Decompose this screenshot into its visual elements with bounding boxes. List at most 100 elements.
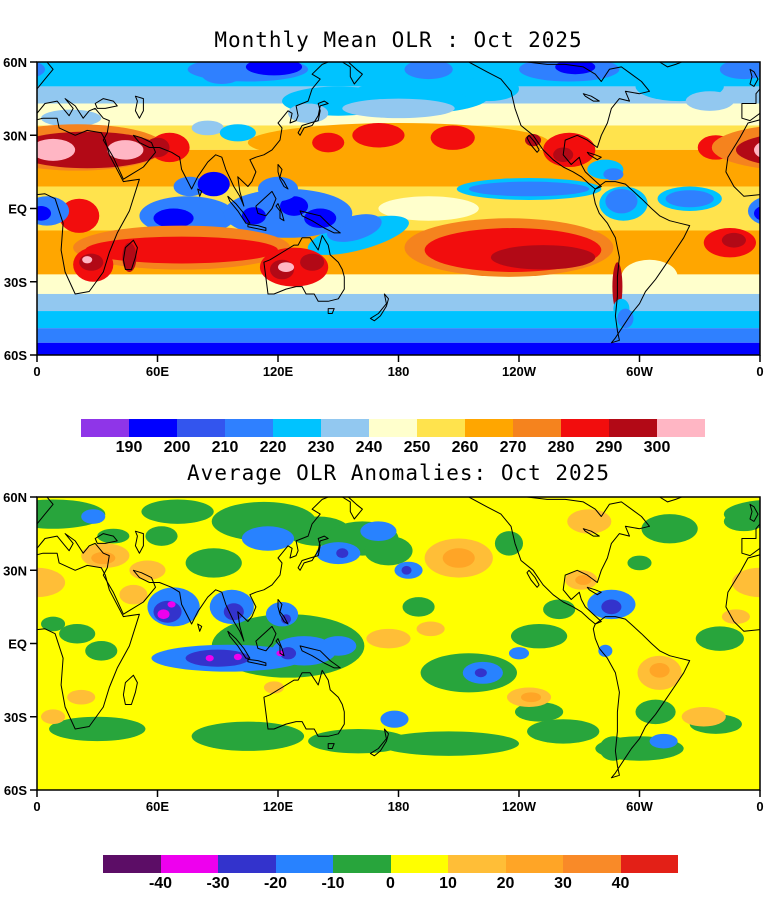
- anomaly-colorbar: -40 -30 -20 -10 0 10 20 30 40: [103, 855, 678, 895]
- coastline-sumatra: [227, 195, 251, 224]
- contour-blob: [404, 62, 453, 80]
- latitude-band: [37, 342, 760, 355]
- contour-blob: [41, 616, 66, 632]
- coastline-australia: [263, 669, 345, 737]
- colorbar-tick-label: -30: [206, 875, 230, 892]
- coastline-philippines: [277, 599, 289, 625]
- coastline-africa: [37, 552, 140, 730]
- contour-blob: [621, 259, 678, 294]
- coastline-greenland: [659, 497, 683, 503]
- contour-blob: [0, 228, 33, 257]
- coastline-tasmania: [327, 743, 335, 749]
- colorbar-tick-label: 230: [307, 439, 335, 456]
- colorbar-segment-11: [609, 419, 657, 437]
- monthly-mean-olr-map: 60N 30N EQ 30S 60S 0 60E 120E 180 120W 60W 0: [0, 55, 778, 376]
- lat-tick-label: 60N: [3, 490, 27, 505]
- contour-blob: [599, 736, 628, 761]
- lon-tick-label: 180: [388, 364, 410, 376]
- lon-tick-label: 0: [33, 364, 40, 376]
- coastline-japan: [297, 100, 329, 136]
- contour-blob: [288, 103, 329, 124]
- colorbar-tick-label: 300: [643, 439, 671, 456]
- coastline-cuba: [586, 151, 602, 161]
- coastline-uk: [749, 503, 759, 522]
- colorbar-segment-1: [129, 419, 177, 437]
- lat-tick-label: 30S: [4, 710, 27, 725]
- colorbar-segment-4: [273, 419, 321, 437]
- contour-blob: [197, 171, 230, 197]
- coastline-java: [247, 658, 267, 666]
- contour-blob: [764, 709, 778, 724]
- lon-tick-label: 120W: [502, 799, 537, 811]
- contour-blob: [191, 721, 305, 751]
- colorbar-tick-label: 220: [259, 439, 287, 456]
- colorbar-segment-8: [465, 419, 513, 437]
- lat-tick-label: EQ: [8, 637, 27, 652]
- coastline-southamerica: [592, 616, 691, 779]
- coastline-uk: [27, 69, 35, 86]
- contour-blob: [85, 641, 118, 661]
- colorbar-segment-7: [417, 419, 465, 437]
- contour-blob: [79, 253, 104, 271]
- contour-blob: [695, 626, 744, 651]
- coastline-southamerica: [592, 181, 691, 344]
- coastline-eurasia: [37, 497, 329, 642]
- contour-blob: [129, 560, 166, 581]
- lat-tick-label: 30S: [4, 275, 27, 290]
- colorbar-segment-6: [369, 419, 417, 437]
- coastline-blacksea: [94, 533, 118, 544]
- contour-blob: [378, 731, 519, 756]
- lat-tick-label: EQ: [8, 202, 27, 217]
- contour-blob: [67, 689, 96, 705]
- colorbar-tick-row: -40 -30 -20 -10 0 10 20 30 40: [103, 873, 678, 893]
- coastline-borneo: [255, 625, 277, 652]
- contour-blob: [764, 617, 778, 632]
- contour-blob: [719, 62, 760, 80]
- contour-blob: [352, 123, 405, 148]
- lon-tick-label: 60E: [146, 799, 169, 811]
- coastline-eurasia: [37, 62, 329, 207]
- colorbar-tick-label: 10: [439, 875, 457, 892]
- contour-blob: [685, 91, 734, 111]
- contour-blob: [59, 623, 96, 644]
- contour-blob: [378, 196, 479, 221]
- contour-blob: [336, 548, 349, 559]
- contour-blob: [257, 176, 299, 202]
- colorbar-segment-0: [103, 855, 161, 873]
- latitude-band: [37, 328, 760, 343]
- colorbar-tick-label: -40: [148, 875, 173, 892]
- colorbar-segment-5: [321, 419, 369, 437]
- olr-anomalies-title: Average OLR Anomalies: Oct 2025: [187, 461, 610, 485]
- lon-tick-label: 180: [388, 799, 410, 811]
- lat-tick-label: 30N: [3, 563, 27, 578]
- colorbar-segment-4: [333, 855, 391, 873]
- contour-blob: [510, 623, 568, 649]
- contour-blob: [527, 719, 600, 744]
- contour-blob: [430, 125, 475, 150]
- coastline-japan: [297, 535, 329, 571]
- coastline-cuba: [586, 586, 602, 596]
- contour-blob: [173, 176, 206, 197]
- coastline-madagascar: [122, 239, 138, 270]
- contour-blob: [601, 599, 622, 615]
- contour-blob: [442, 548, 475, 568]
- coastline-kamchatka: [341, 497, 363, 520]
- contour-blob: [764, 110, 778, 127]
- coastline-newguinea: [299, 210, 341, 234]
- contour-blob: [0, 91, 11, 111]
- contour-blob: [263, 681, 285, 694]
- contour-blob: [635, 699, 676, 725]
- latitude-band: [37, 311, 760, 329]
- coastline-northamerica: [468, 497, 650, 625]
- contour-blob: [605, 188, 638, 214]
- lat-tick-label: 60S: [4, 348, 27, 363]
- coastline-newzealand: [369, 293, 389, 322]
- coastline-sulawesi: [275, 638, 285, 657]
- coastline-borneo: [255, 190, 277, 217]
- colorbar-segment-9: [620, 855, 678, 873]
- coastline-newguinea: [299, 645, 341, 669]
- coastline-baja: [526, 134, 540, 153]
- contour-blob: [91, 551, 116, 565]
- lat-tick-label: 60S: [4, 783, 27, 798]
- colorbar-segment-2: [177, 419, 225, 437]
